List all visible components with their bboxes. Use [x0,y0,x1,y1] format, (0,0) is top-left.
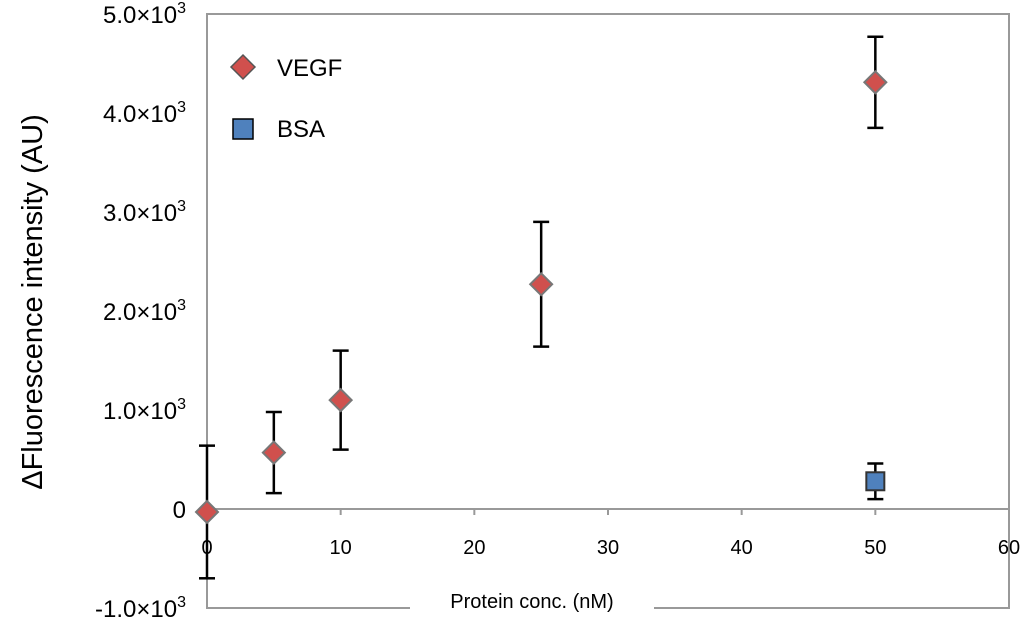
data-point-vegf [528,271,554,297]
data-point-vegf [194,499,220,525]
y-tick-label: 0 [173,497,186,524]
legend-label-vegf: VEGF [277,55,342,82]
series-bsa [865,462,886,501]
legend-entry-vegf: VEGF [229,53,342,82]
x-axis-label: Protein conc. (nM) [450,591,613,613]
y-tick-label-base: -1.0×10 [95,596,177,619]
y-tick-label-base: 5.0×10 [103,2,177,29]
data-point-vegf [862,69,888,95]
x-tick-label: 50 [864,537,886,559]
y-tick-label: 5.0×103 [103,0,186,29]
legend-marker-bsa [232,118,254,140]
data-point-bsa [865,471,886,492]
y-tick-label: 3.0×103 [103,198,186,227]
y-tick-label: 1.0×103 [103,396,186,425]
y-tick-label: 2.0×103 [103,297,186,326]
legend: VEGF BSA [229,53,342,143]
y-tick-label-base: 4.0×10 [103,101,177,128]
legend-entry-bsa: BSA [232,116,325,143]
y-tick-label-exponent: 3 [177,297,186,314]
y-axis-label: ΔFluorescence intensity (AU) [17,114,49,490]
y-tick-label: -1.0×103 [95,594,186,619]
data-point-vegf [261,440,287,465]
y-axis-ticks: -1.0×10301.0×1032.0×1033.0×1034.0×1035.0… [95,0,186,619]
legend-marker-vegf [229,53,257,81]
data-point-vegf [328,387,354,413]
y-tick-label: 4.0×103 [103,99,186,128]
y-tick-label-base: 2.0×10 [103,299,177,326]
y-tick-label-base: 3.0×10 [103,200,177,227]
series-vegf [194,35,888,580]
y-tick-label-exponent: 3 [177,198,186,215]
x-tick-label: 20 [463,537,485,559]
y-tick-label-exponent: 3 [177,0,186,17]
x-tick-label: 40 [731,537,753,559]
y-tick-label-base: 1.0×10 [103,398,177,425]
y-tick-label-exponent: 3 [177,594,186,611]
plot-area-border [206,13,1010,609]
y-tick-label-exponent: 3 [177,396,186,413]
x-axis-label-background [410,582,654,616]
x-axis-ticks: 0102030405060 [201,509,1020,559]
y-tick-label-exponent: 3 [177,99,186,116]
x-tick-label: 10 [330,537,352,559]
legend-label-bsa: BSA [277,116,325,143]
x-tick-label: 30 [597,537,619,559]
y-tick-label-base: 0 [173,497,186,524]
series-layer [194,35,888,580]
x-tick-label: 60 [998,537,1020,559]
